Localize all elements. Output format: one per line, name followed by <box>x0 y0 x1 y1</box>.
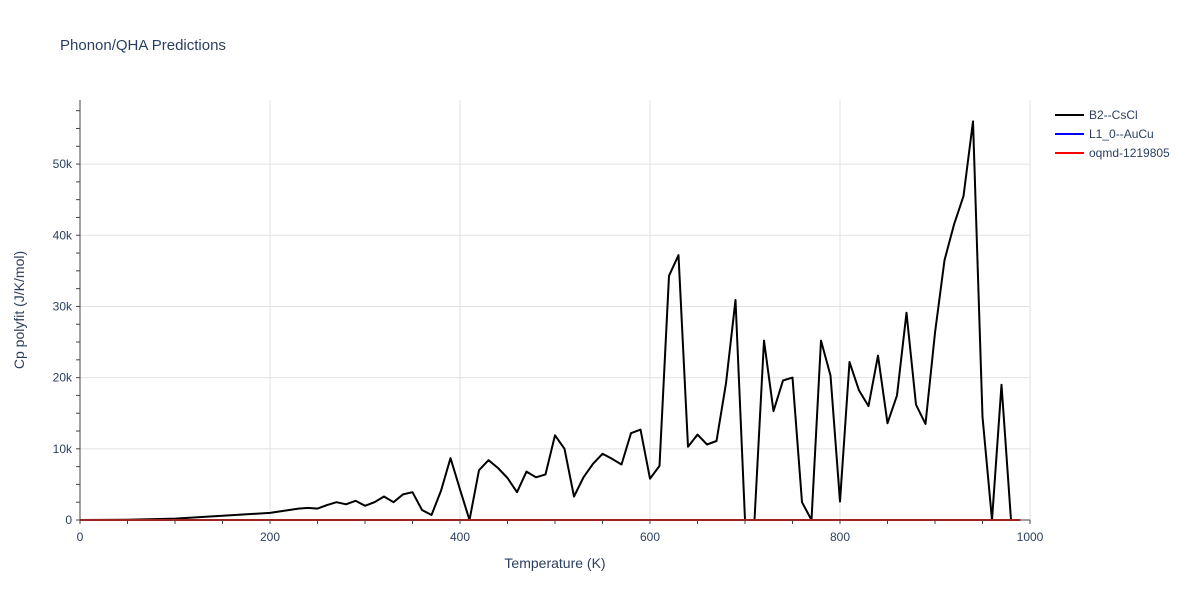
x-axis-title: Temperature (K) <box>504 555 605 571</box>
legend-item-2[interactable]: L1_0--AuCu <box>1055 127 1154 141</box>
legend-label: L1_0--AuCu <box>1089 127 1154 141</box>
y-tick-label: 40k <box>53 228 73 242</box>
grid-layer <box>80 100 1031 520</box>
legend-item-1[interactable]: B2--CsCl <box>1055 108 1138 122</box>
x-tick-label: 600 <box>640 530 660 544</box>
x-tick-label: 400 <box>450 530 470 544</box>
y-tick-label: 10k <box>53 442 73 456</box>
axis-layer: 0 200 400 600 800 1000 0 10k 20k 30k 40k 50k <box>53 100 1044 544</box>
legend-label: B2--CsCl <box>1089 108 1138 122</box>
legend[interactable]: B2--CsCl L1_0--AuCu oqmd-1219805 <box>1055 108 1170 160</box>
y-tick-label: 50k <box>53 157 73 171</box>
y-tick-label: 0 <box>65 513 72 527</box>
legend-label: oqmd-1219805 <box>1089 146 1170 160</box>
y-tick-label: 20k <box>53 371 73 385</box>
y-tick-label: 30k <box>53 299 73 313</box>
legend-item-3[interactable]: oqmd-1219805 <box>1055 146 1170 160</box>
chart-title: Phonon/QHA Predictions <box>60 37 226 54</box>
x-tick-label: 1000 <box>1017 530 1044 544</box>
series-layer <box>79 120 1021 521</box>
x-tick-label: 200 <box>260 530 280 544</box>
series-line-1 <box>79 120 1012 521</box>
x-tick-label: 800 <box>830 530 850 544</box>
y-axis-title: Cp polyfit (J/K/mol) <box>11 251 27 369</box>
x-tick-label: 0 <box>77 530 84 544</box>
